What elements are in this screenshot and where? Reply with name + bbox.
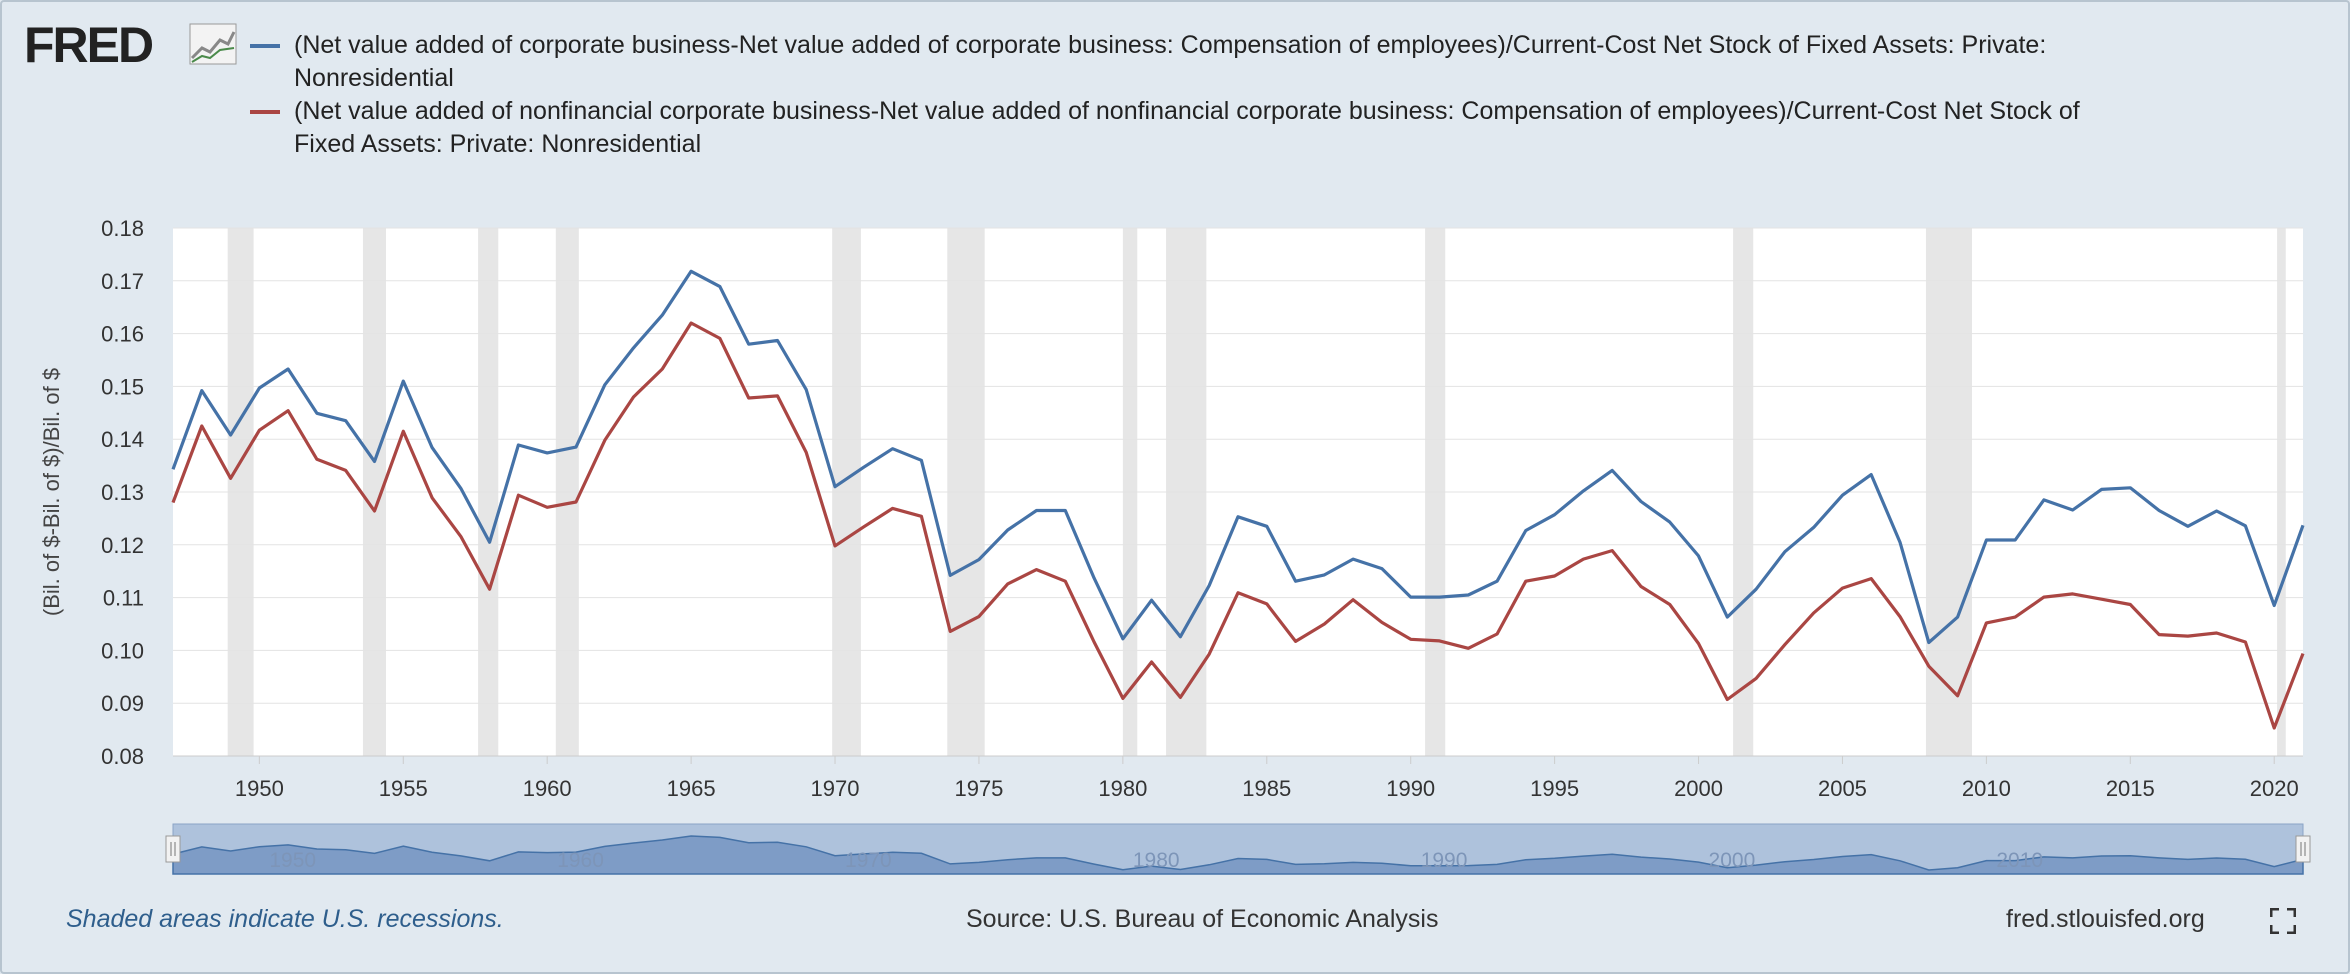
- x-tick-label: 1990: [1386, 776, 1435, 801]
- x-tick-label: 1965: [667, 776, 716, 801]
- y-tick-label: 0.13: [101, 480, 144, 505]
- navigator-label: 1970: [845, 849, 892, 872]
- x-axis-ticks: 1950 1955 1960 1965 1970 1975 1980 1985 1990 1995…: [173, 755, 2303, 801]
- navigator-label: 2010: [1996, 849, 2043, 872]
- navigator-label: 2000: [1709, 849, 1756, 872]
- x-tick-label: 2015: [2106, 776, 2155, 801]
- navigator-label: 1950: [269, 849, 316, 872]
- legend-swatch-1: [250, 44, 280, 48]
- y-tick-label: 0.09: [101, 691, 144, 716]
- y-axis-ticks: 0.08 0.09 0.10 0.11 0.12 0.13 0.14 0.15 0.16 0.17…: [101, 216, 144, 769]
- series-line-1[interactable]: [171, 269, 2305, 645]
- y-tick-label: 0.14: [101, 427, 144, 452]
- x-tick-label: 2010: [1962, 776, 2011, 801]
- series-line-2[interactable]: [171, 321, 2305, 730]
- legend-label-2: (Net value added of nonfinancial corpora…: [294, 97, 2080, 158]
- y-tick-label: 0.16: [101, 322, 144, 347]
- y-tick-label: 0.12: [101, 533, 144, 558]
- y-tick-label: 0.11: [103, 586, 144, 611]
- x-tick-label: 2005: [1818, 776, 1867, 801]
- y-tick-label: 0.08: [101, 744, 144, 769]
- chart-line-icon: [189, 23, 237, 65]
- navigator-labels: 1950 1960 1970 1980 1990 2000 2010: [269, 849, 2043, 872]
- fullscreen-icon[interactable]: [2270, 908, 2296, 934]
- legend-label-1: (Net value added of corporate business-N…: [294, 31, 2047, 92]
- x-tick-label: 1980: [1098, 776, 1147, 801]
- x-tick-label: 2020: [2250, 776, 2299, 801]
- site-link[interactable]: fred.stlouisfed.org: [2006, 905, 2205, 933]
- x-tick-label: 1985: [1242, 776, 1291, 801]
- x-tick-label: 1970: [811, 776, 860, 801]
- x-tick-label: 1975: [954, 776, 1003, 801]
- y-tick-label: 0.15: [101, 374, 144, 399]
- navigator-label: 1960: [557, 849, 604, 872]
- y-tick-label: 0.18: [101, 216, 144, 241]
- line-chart: 0.08 0.09 0.10 0.11 0.12 0.13 0.14 0.15 0.16 0.17…: [39, 216, 2311, 875]
- x-tick-label: 1995: [1530, 776, 1579, 801]
- y-tick-label: 0.10: [101, 638, 144, 663]
- recession-note: Shaded areas indicate U.S. recessions.: [66, 905, 504, 933]
- navigator-label: 1990: [1421, 849, 1468, 872]
- navigator-label: 1980: [1133, 849, 1180, 872]
- x-tick-label: 1955: [379, 776, 428, 801]
- x-tick-label: 1950: [235, 776, 284, 801]
- legend-swatch-2: [250, 110, 280, 114]
- y-axis-label: (Bil. of $-Bil. of $)/Bil. of $: [39, 368, 64, 616]
- fred-logo-text: FRED: [24, 18, 153, 70]
- x-tick-label: 1960: [523, 776, 572, 801]
- range-navigator[interactable]: 1950 1960 1970 1980 1990 2000 2010: [165, 823, 2311, 875]
- navigator-area: [172, 835, 2304, 875]
- navigator-handle-right[interactable]: [2295, 835, 2311, 863]
- x-tick-label: 2000: [1674, 776, 1723, 801]
- y-tick-label: 0.17: [101, 269, 144, 294]
- series-lines: [171, 269, 2305, 730]
- source-text: Source: U.S. Bureau of Economic Analysis: [966, 905, 1439, 933]
- navigator-handle-left[interactable]: [165, 835, 181, 863]
- fred-logo[interactable]: FRED: [24, 18, 240, 70]
